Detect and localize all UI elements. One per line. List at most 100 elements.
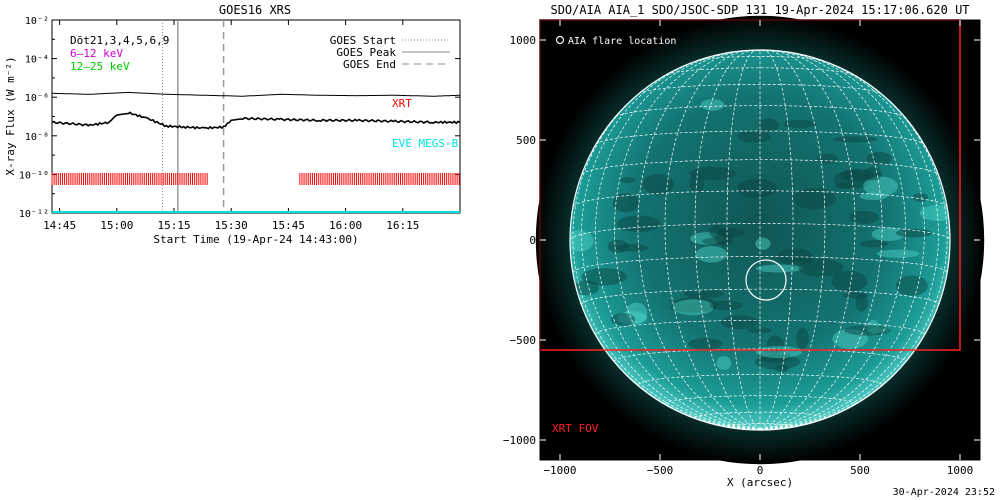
goes-y-label: X-ray Flux (W m⁻²) bbox=[4, 56, 17, 175]
active-region bbox=[816, 153, 839, 164]
aia-title: SDO/AIA AIA_1 SDO/JSOC-SDP 131 19-Apr-20… bbox=[550, 3, 969, 17]
x-tick-label: 0 bbox=[757, 464, 764, 477]
footer-timestamp: 30-Apr-2024 23:52 bbox=[893, 487, 995, 498]
y-tick-label: 10⁻¹⁰ bbox=[19, 170, 49, 181]
active-region bbox=[831, 270, 868, 293]
longitude-line bbox=[759, 51, 925, 430]
x-tick-label: 15:15 bbox=[157, 219, 190, 232]
x-tick-label: −500 bbox=[647, 464, 674, 477]
active-region bbox=[859, 240, 888, 248]
active-region bbox=[895, 275, 928, 296]
legend-detectors: Dõt21,3,4,5,6,9 bbox=[70, 34, 169, 47]
longitude-line bbox=[664, 50, 761, 430]
active-region bbox=[832, 136, 878, 143]
series-goes-short bbox=[51, 111, 461, 130]
eve-label: EVE MEGS-B bbox=[392, 137, 459, 150]
active-region bbox=[581, 268, 627, 286]
x-tick-label: 1000 bbox=[947, 464, 974, 477]
active-region bbox=[642, 174, 674, 195]
aia-panel: SDO/AIA AIA_1 SDO/JSOC-SDP 131 19-Apr-20… bbox=[503, 3, 995, 498]
longitude-line bbox=[581, 56, 761, 430]
xrt-fov-label: XRT FOV bbox=[552, 422, 599, 435]
active-region bbox=[834, 182, 856, 190]
y-tick-label: 10⁻² bbox=[25, 16, 49, 27]
active-region bbox=[614, 243, 649, 252]
latitude-line bbox=[666, 67, 854, 75]
active-region bbox=[863, 176, 899, 196]
longitude-line bbox=[637, 50, 761, 430]
active-region bbox=[616, 215, 661, 233]
x-tick-label: −1000 bbox=[543, 464, 576, 477]
active-region bbox=[755, 354, 800, 370]
active-region bbox=[570, 230, 594, 252]
active-region bbox=[737, 178, 777, 199]
active-region bbox=[716, 356, 732, 371]
x-tick-label: 15:30 bbox=[215, 219, 248, 232]
latitude-line bbox=[726, 423, 794, 427]
active-region bbox=[755, 345, 803, 359]
active-region bbox=[912, 192, 929, 203]
longitude-line bbox=[759, 50, 883, 430]
legend-goes-end: GOES End bbox=[343, 58, 396, 71]
aia-x-axis: −1000 −500 0 500 1000 bbox=[543, 20, 973, 477]
active-region bbox=[620, 177, 636, 184]
active-region bbox=[859, 192, 888, 201]
x-tick-label: 500 bbox=[850, 464, 870, 477]
active-region bbox=[610, 312, 636, 326]
flare-legend-label: AIA flare location bbox=[568, 36, 676, 47]
active-region bbox=[849, 210, 879, 224]
longitude-line bbox=[726, 50, 761, 430]
active-region bbox=[755, 237, 771, 250]
goes-x-label: Start Time (19-Apr-24 14:43:00) bbox=[153, 233, 358, 246]
latitude-line bbox=[595, 130, 925, 145]
active-region bbox=[720, 315, 759, 330]
longitude-line bbox=[614, 50, 761, 430]
legend-goes-peak: GOES Peak bbox=[336, 46, 396, 59]
active-region bbox=[842, 292, 869, 299]
active-region bbox=[895, 228, 933, 238]
legend-goes-start: GOES Start bbox=[330, 34, 396, 47]
latitude-line bbox=[615, 105, 905, 118]
heliographic-grid bbox=[570, 50, 950, 430]
flare-location-circle bbox=[745, 259, 787, 301]
active-region bbox=[672, 296, 718, 313]
xrt-observation-ticks bbox=[51, 173, 460, 185]
longitude-line bbox=[694, 50, 761, 430]
y-tick-label: 10⁻¹² bbox=[19, 209, 49, 220]
latitude-line bbox=[572, 256, 948, 273]
active-region bbox=[783, 119, 817, 128]
x-tick-label: 16:15 bbox=[386, 219, 419, 232]
active-region bbox=[863, 166, 882, 181]
solar-limb bbox=[569, 49, 951, 431]
active-region bbox=[758, 118, 779, 132]
y-tick-label: 10⁻⁴ bbox=[25, 55, 49, 66]
longitude-line bbox=[759, 50, 794, 430]
active-region bbox=[737, 130, 772, 143]
latitude-line bbox=[638, 84, 882, 95]
solar-disk bbox=[570, 50, 950, 430]
flare-legend-symbol bbox=[555, 35, 565, 45]
longitude-line bbox=[759, 50, 906, 430]
latitude-line bbox=[637, 374, 883, 385]
latitude-line bbox=[581, 159, 939, 175]
y-tick-label: 10⁻⁸ bbox=[25, 132, 49, 143]
active-region bbox=[695, 246, 728, 263]
goes-x-axis: 14:45 15:00 15:15 15:30 15:45 16:00 16:15 bbox=[43, 20, 419, 232]
y-tick-label: 500 bbox=[516, 134, 536, 147]
active-region bbox=[709, 300, 743, 311]
x-tick-label: 16:00 bbox=[329, 219, 362, 232]
active-region bbox=[612, 193, 639, 213]
active-region bbox=[866, 151, 892, 166]
active-region bbox=[747, 327, 772, 334]
y-tick-label: −500 bbox=[510, 334, 537, 347]
y-tick-label: 1000 bbox=[510, 34, 537, 47]
legend-energy-high: 12–25 keV bbox=[70, 60, 130, 73]
aia-y-axis: 1000 500 0 −500 −1000 bbox=[503, 34, 980, 447]
legend-energy-low: 6–12 keV bbox=[70, 47, 123, 60]
active-region bbox=[683, 289, 725, 298]
active-region bbox=[876, 249, 920, 258]
active-region bbox=[844, 325, 892, 336]
aia-x-label: X (arcsec) bbox=[727, 476, 793, 489]
xrt-label: XRT bbox=[392, 97, 412, 110]
